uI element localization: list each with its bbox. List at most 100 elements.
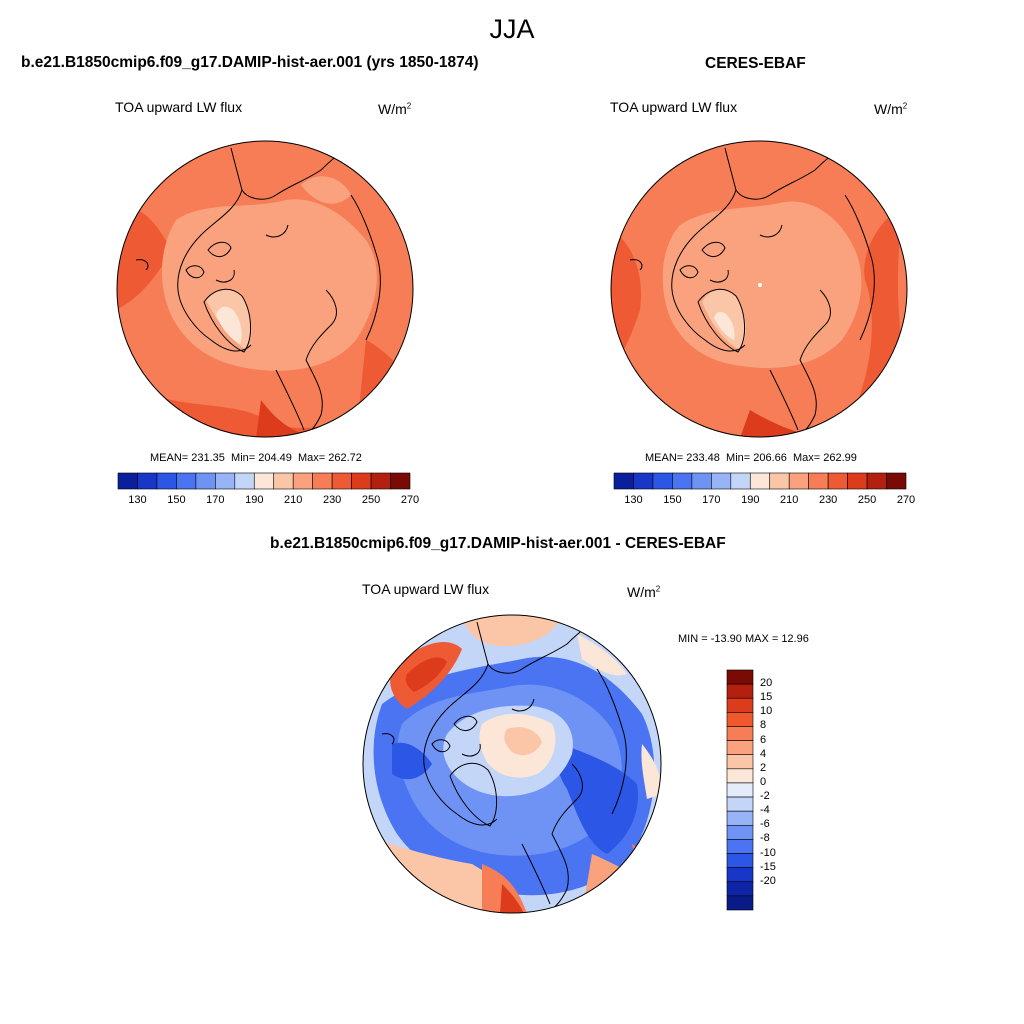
model-polar-map [116, 140, 414, 438]
obs-colorbar-box [672, 472, 693, 490]
model-colorbar-ticks: 130 150 170 190 210 230 250 270 [118, 494, 419, 508]
diff-colorbar-tick-label: -10 [760, 846, 776, 859]
model-colorbar-tick-label: 230 [322, 494, 342, 506]
model-colorbar-box [176, 472, 197, 490]
obs-polar-map [610, 140, 908, 438]
model-colorbar-box [370, 472, 391, 490]
obs-units-label: W/m2 [874, 101, 908, 117]
model-colorbar-box [195, 472, 216, 490]
model-colorbar-box [234, 472, 255, 490]
model-colorbar-tick-label: 210 [284, 494, 303, 506]
diff-colorbar-tick-label: 2 [760, 761, 767, 774]
model-colorbar-tick-label: 250 [361, 494, 381, 506]
model-colorbar-box [273, 472, 294, 490]
obs-mean: MEAN= 233.48 [645, 452, 720, 464]
diff-colorbar-tick-label: -2 [760, 790, 770, 803]
diff-colorbar-box [726, 824, 754, 840]
diff-colorbar-tick-label: 8 [760, 719, 767, 732]
model-colorbar-box [117, 472, 138, 490]
diff-colorbar-box [726, 839, 754, 854]
obs-colorbar-box [633, 472, 654, 490]
obs-max: Max= 262.99 [793, 452, 857, 464]
model-colorbar-box [312, 472, 333, 490]
obs-colorbar-box [769, 472, 790, 490]
obs-colorbar-box [866, 472, 887, 490]
diff-colorbar-tick-label: -20 [760, 874, 776, 887]
diff-colorbar-box [726, 881, 754, 897]
obs-colorbar [613, 472, 907, 490]
diff-colorbar-box [726, 726, 754, 741]
model-colorbar-tick-label: 130 [128, 494, 147, 506]
diff-minmax: MIN = -13.90 MAX = 12.96 [678, 633, 809, 645]
obs-colorbar-box [711, 472, 732, 490]
diff-colorbar-box [726, 740, 754, 756]
model-colorbar-tick-label: 190 [245, 494, 264, 506]
obs-colorbar-box [730, 472, 751, 490]
diff-colorbar-tick-label: 0 [760, 775, 767, 788]
diff-polar-map [362, 614, 662, 914]
obs-colorbar-box [749, 472, 771, 490]
diff-colorbar [726, 669, 754, 911]
diff-colorbar-tick-label: 20 [760, 677, 773, 690]
diff-colorbar-tick-label: -8 [760, 832, 770, 845]
model-panel-title: b.e21.B1850cmip6.f09_g17.DAMIP-hist-aer.… [21, 54, 479, 71]
diff-colorbar-box [726, 683, 754, 699]
model-colorbar-box [253, 472, 275, 490]
obs-colorbar-box [847, 472, 868, 490]
diff-colorbar-tick-label: 10 [760, 705, 773, 718]
obs-colorbar-tick-label: 250 [857, 494, 877, 506]
model-colorbar [117, 472, 411, 490]
diff-colorbar-box [726, 810, 754, 826]
diff-colorbar-ticks: 20 15 10 8 6 4 2 0 -2 -4 -6 -8 -10 -15 -20 [760, 670, 800, 910]
diff-colorbar-box [726, 867, 754, 883]
obs-colorbar-box [691, 472, 712, 490]
model-colorbar-box [331, 472, 352, 490]
obs-panel-title: CERES-EBAF [705, 55, 806, 72]
diff-variable-label: TOA upward LW flux [362, 581, 490, 597]
obs-colorbar-box [808, 472, 829, 490]
diff-colorbar-box [726, 782, 754, 798]
model-colorbar-box [292, 472, 313, 490]
diff-colorbar-box [726, 768, 754, 784]
diff-colorbar-tick-label: -4 [760, 804, 770, 817]
model-colorbar-box [215, 472, 236, 490]
diff-colorbar-box [726, 895, 754, 911]
model-colorbar-box [390, 472, 411, 490]
diff-colorbar-box [726, 697, 754, 713]
diff-colorbar-tick-label: -6 [760, 818, 770, 831]
model-stats: MEAN= 231.35 Min= 204.49 Max= 262.72 [150, 452, 362, 464]
obs-colorbar-box [827, 472, 848, 490]
model-colorbar-box [156, 472, 177, 490]
diff-colorbar-box [726, 853, 754, 868]
obs-colorbar-box [886, 472, 907, 490]
model-colorbar-box [351, 472, 372, 490]
obs-variable-label: TOA upward LW flux [610, 99, 738, 115]
model-colorbar-tick-label: 150 [167, 494, 186, 506]
obs-min: Min= 206.66 [726, 452, 787, 464]
model-max: Max= 262.72 [298, 452, 362, 464]
diff-units-label: W/m2 [627, 584, 661, 600]
obs-colorbar-tick-label: 210 [780, 494, 799, 506]
diff-colorbar-box [726, 754, 754, 770]
model-variable-label: TOA upward LW flux [115, 99, 243, 115]
model-mean: MEAN= 231.35 [150, 452, 225, 464]
diff-colorbar-tick-label: 4 [760, 747, 767, 760]
obs-colorbar-tick-label: 190 [741, 494, 760, 506]
obs-colorbar-tick-label: 230 [818, 494, 838, 506]
obs-colorbar-ticks: 130 150 170 190 210 230 250 270 [614, 494, 915, 508]
obs-colorbar-box [788, 472, 809, 490]
obs-colorbar-tick-label: 150 [663, 494, 682, 506]
obs-colorbar-box [652, 472, 673, 490]
diff-colorbar-box [726, 712, 754, 727]
model-min: Min= 204.49 [231, 452, 292, 464]
obs-stats: MEAN= 233.48 Min= 206.66 Max= 262.99 [645, 452, 857, 464]
obs-colorbar-tick-label: 130 [624, 494, 643, 506]
diff-colorbar-box [726, 669, 754, 685]
model-colorbar-box [137, 472, 158, 490]
model-colorbar-tick-label: 270 [400, 494, 420, 506]
model-colorbar-tick-label: 170 [206, 494, 225, 506]
figure-season-title: JJA [489, 14, 535, 44]
diff-colorbar-tick-label: 6 [760, 733, 767, 746]
obs-colorbar-tick-label: 270 [896, 494, 916, 506]
diff-colorbar-tick-label: 15 [760, 691, 773, 704]
